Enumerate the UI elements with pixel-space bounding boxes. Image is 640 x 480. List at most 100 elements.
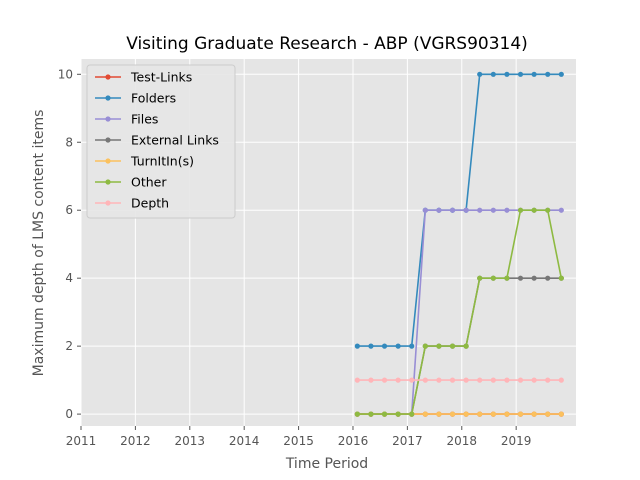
data-point-folders	[409, 343, 415, 349]
data-point-depth	[436, 377, 442, 383]
data-point-depth	[463, 377, 469, 383]
data-point-other	[436, 343, 442, 349]
y-tick-label: 10	[58, 67, 73, 81]
data-point-turnitin-s	[558, 411, 564, 417]
legend-label: Other	[131, 175, 167, 190]
y-tick-label: 6	[65, 203, 73, 217]
series-line-other	[357, 209, 563, 415]
legend-label: External Links	[131, 133, 219, 148]
data-point-files	[436, 207, 442, 213]
data-point-other	[395, 411, 401, 417]
x-axis-label: Time Period	[285, 456, 368, 472]
data-point-folders	[531, 71, 537, 77]
chart-title: Visiting Graduate Research - ABP (VGRS90…	[126, 34, 528, 54]
data-point-folders	[395, 343, 401, 349]
data-point-files	[490, 207, 496, 213]
data-point-folders	[504, 71, 510, 77]
data-point-files	[477, 207, 483, 213]
data-point-folders	[368, 343, 374, 349]
data-point-files	[422, 207, 428, 213]
data-point-folders	[517, 71, 524, 77]
legend-label: Depth	[131, 196, 169, 211]
legend: Test-Links Folders Files External Links Turn…	[86, 64, 236, 219]
series-depth	[354, 377, 564, 383]
legend-entry: TurnItIn(s)	[95, 154, 194, 169]
y-tick-label: 4	[65, 271, 73, 285]
data-point-turnitin-s	[531, 411, 537, 417]
data-point-files	[449, 207, 456, 213]
data-point-folders	[558, 71, 564, 77]
data-point-other	[531, 207, 537, 213]
data-point-turnitin-s	[422, 411, 428, 417]
x-tick-label: 2019	[501, 434, 532, 448]
data-point-depth	[422, 377, 428, 383]
data-point-turnitin-s	[545, 411, 551, 417]
data-point-other	[381, 411, 388, 417]
data-point-other	[504, 275, 510, 281]
data-point-depth	[381, 377, 388, 383]
legend-entry: Depth	[95, 196, 169, 211]
legend-marker	[105, 179, 111, 185]
x-tick-label: 2013	[175, 434, 206, 448]
data-point-other	[558, 275, 564, 281]
data-point-depth	[354, 377, 360, 383]
legend-label: TurnItIn(s)	[130, 154, 194, 169]
legend-label: Folders	[131, 91, 176, 106]
legend-entry: Files	[95, 112, 158, 127]
data-point-folders	[354, 343, 360, 349]
data-point-external-links	[545, 275, 551, 281]
data-point-other	[490, 275, 496, 281]
legend-marker	[105, 158, 111, 164]
data-point-other	[517, 207, 524, 213]
data-point-depth	[504, 377, 510, 383]
series-other	[354, 207, 564, 417]
data-point-depth	[558, 377, 564, 383]
legend-marker	[105, 95, 111, 101]
data-point-depth	[531, 377, 537, 383]
data-point-other	[477, 275, 483, 281]
data-point-depth	[449, 377, 456, 383]
data-point-files	[558, 207, 564, 213]
data-point-other	[409, 411, 415, 417]
data-point-files	[504, 207, 510, 213]
data-point-depth	[477, 377, 483, 383]
x-tick-label: 2014	[229, 434, 260, 448]
data-point-turnitin-s	[436, 411, 442, 417]
y-tick-label: 0	[65, 407, 73, 421]
data-point-turnitin-s	[504, 411, 510, 417]
data-point-other	[545, 207, 551, 213]
data-point-other	[449, 343, 456, 349]
y-tick-label: 2	[65, 339, 73, 353]
x-tick-label: 2012	[120, 434, 151, 448]
y-axis-label: Maximum depth of LMS content items	[31, 110, 47, 377]
data-point-turnitin-s	[490, 411, 496, 417]
data-point-depth	[368, 377, 374, 383]
data-point-other	[354, 411, 360, 417]
legend-marker	[105, 74, 111, 80]
data-point-turnitin-s	[463, 411, 469, 417]
legend-marker	[105, 200, 111, 206]
data-point-depth	[395, 377, 401, 383]
data-point-turnitin-s	[449, 411, 456, 417]
legend-marker	[105, 137, 111, 143]
y-tick-label: 8	[65, 135, 73, 149]
data-point-folders	[381, 343, 388, 349]
legend-entry: Test-Links	[95, 70, 192, 85]
data-point-folders	[477, 71, 483, 77]
x-axis-ticks: 2011 2012 2013 2014 2015 2016 2017 2018 2019	[66, 426, 532, 448]
legend-label: Test-Links	[130, 70, 192, 85]
data-point-other	[422, 343, 428, 349]
data-point-depth	[545, 377, 551, 383]
x-tick-label: 2017	[392, 434, 423, 448]
data-point-folders	[490, 71, 496, 77]
x-tick-label: 2015	[283, 434, 314, 448]
series-layer	[354, 71, 564, 417]
data-point-depth	[517, 377, 524, 383]
legend-box	[86, 64, 236, 219]
data-point-depth	[409, 377, 415, 383]
x-tick-label: 2018	[446, 434, 477, 448]
data-point-turnitin-s	[517, 411, 524, 417]
data-point-external-links	[517, 275, 524, 281]
data-point-folders	[545, 71, 551, 77]
